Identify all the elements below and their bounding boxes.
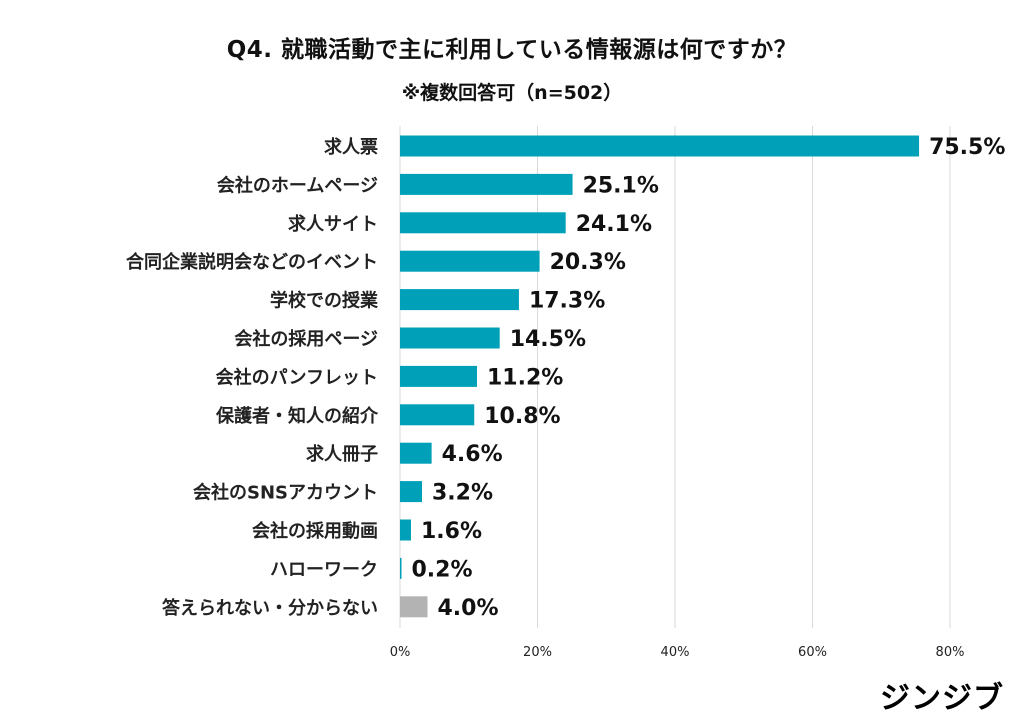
bar bbox=[400, 289, 519, 311]
chart-subtitle: ※複数回答可（n=502） bbox=[401, 82, 623, 104]
category-label: 会社の採用動画 bbox=[252, 520, 378, 542]
x-tick-label: 60% bbox=[798, 645, 827, 660]
data-label: 14.5% bbox=[510, 327, 586, 352]
data-label: 4.6% bbox=[442, 442, 503, 467]
data-labels: 75.5% 25.1% 24.1% 20.3% 17.3% 14.5% 11.2% 10.8%… bbox=[412, 135, 1006, 621]
bars bbox=[400, 135, 920, 618]
category-label: ハローワーク bbox=[270, 559, 378, 580]
data-label: 3.2% bbox=[432, 481, 493, 506]
data-label: 17.3% bbox=[529, 289, 605, 314]
category-label: 会社のパンフレット bbox=[216, 366, 378, 388]
data-label: 4.0% bbox=[438, 596, 499, 621]
x-tick-label: 20% bbox=[523, 645, 552, 660]
data-label: 75.5% bbox=[929, 135, 1005, 160]
data-label: 0.2% bbox=[412, 557, 473, 582]
bar bbox=[400, 135, 920, 157]
x-tick-label: 0% bbox=[390, 645, 411, 660]
bar bbox=[400, 442, 432, 464]
bar bbox=[400, 173, 573, 195]
bar bbox=[400, 557, 402, 579]
category-labels: 求人票会社のホームページ求人サイト合同企業説明会などのイベント学校での授業会社の… bbox=[126, 136, 379, 619]
x-axis-ticks: 0% 20% 40% 60% 80% bbox=[390, 645, 965, 660]
bar bbox=[400, 481, 422, 503]
brand-logo: ジンジブ bbox=[880, 681, 1004, 716]
data-label: 10.8% bbox=[484, 404, 560, 429]
data-label: 1.6% bbox=[421, 519, 482, 544]
category-label: 会社のホームページ bbox=[217, 174, 378, 196]
gridlines bbox=[399, 126, 951, 628]
category-label: 求人冊子 bbox=[306, 443, 378, 465]
bar bbox=[400, 212, 566, 234]
bar bbox=[400, 596, 428, 618]
bar bbox=[400, 327, 500, 349]
data-label: 24.1% bbox=[576, 212, 652, 237]
x-tick-label: 80% bbox=[936, 645, 965, 660]
category-label: 答えられない・分からない bbox=[162, 597, 378, 619]
data-label: 11.2% bbox=[487, 365, 563, 390]
bar bbox=[400, 250, 540, 272]
bar bbox=[400, 519, 411, 541]
bar bbox=[400, 365, 477, 387]
x-tick-label: 40% bbox=[661, 645, 690, 660]
chart-title: Q4. 就職活動で主に利用している情報源は何ですか？ bbox=[226, 37, 798, 63]
category-label: 会社の採用ページ bbox=[234, 328, 378, 350]
category-label: 合同企業説明会などのイベント bbox=[126, 251, 378, 273]
category-label: 学校での授業 bbox=[270, 290, 379, 312]
category-label: 保護者・知人の紹介 bbox=[215, 405, 379, 427]
data-label: 25.1% bbox=[583, 173, 659, 198]
category-label: 求人サイト bbox=[288, 213, 378, 235]
category-label: 求人票 bbox=[324, 136, 378, 158]
bar bbox=[400, 404, 475, 426]
data-label: 20.3% bbox=[550, 250, 626, 275]
category-label: 会社のSNSアカウント bbox=[193, 482, 378, 504]
